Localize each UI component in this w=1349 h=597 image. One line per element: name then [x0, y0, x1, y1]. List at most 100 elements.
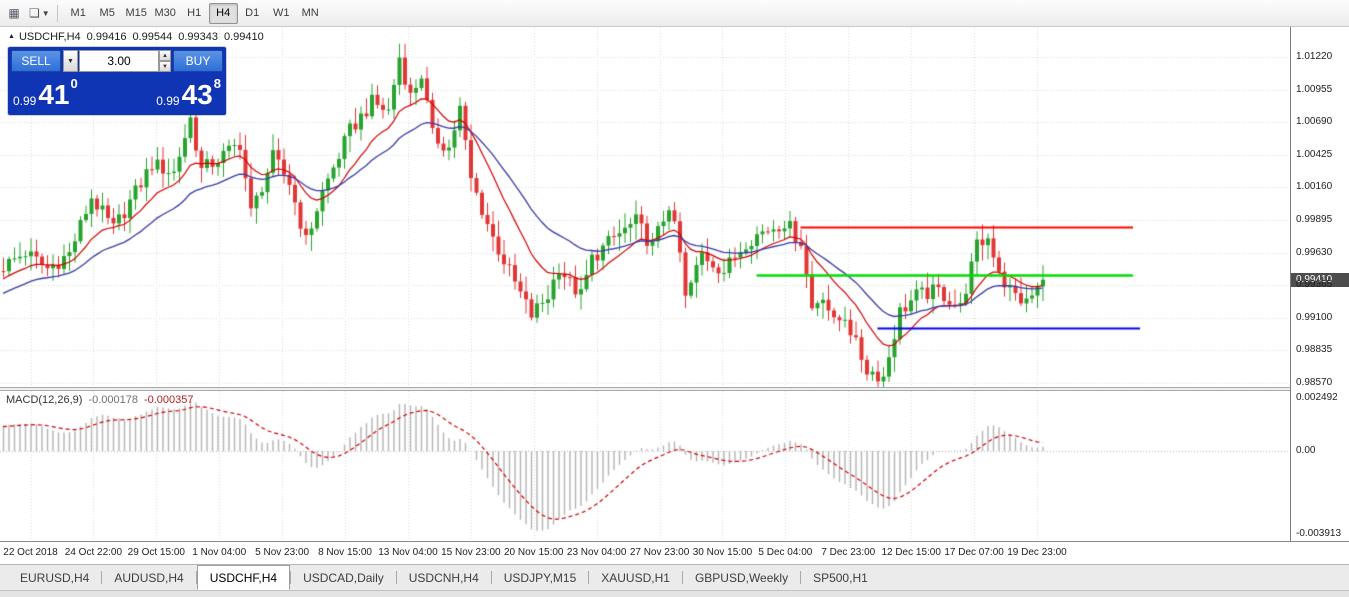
- tab-separator: [395, 571, 397, 584]
- volume-dropdown-button[interactable]: ▼: [63, 50, 78, 72]
- tf-button-m15[interactable]: M15: [125, 7, 147, 19]
- volume-input[interactable]: [79, 50, 159, 72]
- chart-tabs: EURUSD,H4 AUDUSD,H4 USDCHF,H4 USDCAD,Daily U…: [8, 565, 880, 590]
- volume-down-button[interactable]: ▼: [159, 61, 171, 72]
- macd-axis-label: 0.00: [1296, 445, 1316, 457]
- tab-eurusd-h4[interactable]: EURUSD,H4: [20, 570, 90, 585]
- pane-splitter[interactable]: [0, 387, 1290, 391]
- tf-button-h4[interactable]: H4: [208, 2, 238, 24]
- tab-xauusd-h1[interactable]: XAUUSD,H1: [601, 570, 670, 585]
- chart-tabbar: EURUSD,H4 AUDUSD,H4 USDCHF,H4 USDCAD,Daily U…: [0, 564, 1349, 590]
- bid-pipette: 0: [70, 76, 78, 91]
- chart-title: ▲ USDCHF,H4 0.99416 0.99544 0.99343 0.99410: [8, 31, 264, 43]
- macd-indicator-label: MACD(12,26,9) -0.000178 -0.000357: [6, 394, 194, 406]
- bid-prefix: 0.99: [13, 94, 37, 108]
- title-arrow-icon: ▲: [8, 33, 15, 40]
- chart-symbol: USDCHF,H4: [18, 31, 81, 43]
- tab-audusd-h4[interactable]: AUDUSD,H4: [114, 570, 184, 585]
- price-axis-label: 0.98570: [1296, 377, 1333, 389]
- time-axis-label: 15 Nov 23:00: [441, 547, 501, 558]
- time-axis-label: 19 Dec 23:00: [1007, 547, 1067, 558]
- current-price-badge: 0.99410: [1291, 272, 1349, 287]
- tab-gbpusd-weekly[interactable]: GBPUSD,Weekly: [694, 570, 789, 585]
- price-axis[interactable]: 0.99410 1.01220 1.00955 1.00690 1.00425 1.00…: [1290, 27, 1349, 541]
- ask-quote: 0.99 43 8: [156, 74, 221, 112]
- tab-usdcad-daily[interactable]: USDCAD,Daily: [303, 570, 384, 585]
- price-axis-label: 0.98835: [1296, 344, 1333, 356]
- macd-signal-value: -0.000357: [143, 394, 194, 406]
- tab-separator: [681, 571, 683, 584]
- tf-button-m1[interactable]: M1: [70, 7, 86, 19]
- time-axis-label: 30 Nov 15:00: [692, 547, 753, 558]
- tab-separator: [195, 571, 197, 584]
- tf-button-h1[interactable]: H1: [187, 7, 202, 19]
- ohlc-high: 0.99544: [132, 31, 173, 43]
- bid-big-digits: 41: [38, 79, 70, 110]
- time-axis-label: 22 Oct 2018: [3, 547, 58, 558]
- toolbar: ▦ ❏ ▼ M1 M5 M15 M30 H1 H4 D1 W1 MN: [0, 0, 1349, 27]
- status-strip: [0, 590, 1349, 597]
- tab-separator: [588, 571, 590, 584]
- sell-button[interactable]: SELL: [11, 50, 61, 72]
- volume-stepper: ▲ ▼: [159, 50, 171, 72]
- tab-usdchf-h4[interactable]: USDCHF,H4: [196, 565, 291, 590]
- ask-big-digits: 43: [181, 79, 213, 110]
- time-axis-label: 13 Nov 04:00: [378, 547, 438, 558]
- macd-axis-label: 0.002492: [1296, 392, 1338, 403]
- chevron-down-icon: ▼: [41, 8, 50, 18]
- new-chart-icon[interactable]: ▦: [8, 6, 20, 20]
- price-axis-label: 0.99895: [1296, 214, 1333, 226]
- time-axis-label: 5 Nov 23:00: [255, 547, 310, 558]
- ohlc-open: 0.99416: [86, 31, 127, 43]
- ohlc-close: 0.99410: [223, 31, 264, 43]
- time-axis-label: 17 Dec 07:00: [944, 547, 1004, 558]
- tab-separator: [101, 571, 103, 584]
- price-axis-label: 1.00955: [1296, 83, 1333, 95]
- ask-pipette: 8: [213, 76, 221, 91]
- price-axis-label: 0.99630: [1296, 246, 1333, 258]
- bid-quote: 0.99 41 0: [13, 74, 78, 112]
- macd-pane-canvas[interactable]: [0, 391, 1290, 541]
- tab-separator: [490, 571, 492, 584]
- quotes-row: 0.99 41 0 0.99 43 8: [11, 74, 223, 112]
- toolbar-separator: [56, 4, 58, 22]
- time-axis-label: 27 Nov 23:00: [629, 547, 690, 558]
- buy-button[interactable]: BUY: [173, 50, 223, 72]
- tf-button-m5[interactable]: M5: [99, 7, 115, 19]
- tf-button-w1[interactable]: W1: [272, 7, 290, 19]
- ask-prefix: 0.99: [156, 94, 180, 108]
- tab-separator: [290, 571, 292, 584]
- tab-usdcnh-h4[interactable]: USDCNH,H4: [408, 570, 479, 585]
- price-axis-label: 0.99365: [1296, 279, 1333, 291]
- tab-usdjpy-m15[interactable]: USDJPY,M15: [503, 570, 577, 585]
- trade-controls-row: SELL ▼ ▲ ▼ BUY: [11, 50, 223, 72]
- tab-separator: [800, 571, 802, 584]
- tf-button-m30[interactable]: M30: [154, 7, 176, 19]
- price-axis-label: 0.99100: [1296, 311, 1333, 323]
- ohlc-low: 0.99343: [178, 31, 218, 43]
- macd-name: MACD(12,26,9): [6, 394, 83, 406]
- volume-up-button[interactable]: ▲: [159, 50, 171, 61]
- time-axis-label: 23 Nov 04:00: [566, 547, 627, 558]
- price-axis-label: 1.00690: [1296, 116, 1333, 128]
- price-axis-label: 1.00425: [1296, 148, 1333, 160]
- macd-main-value: -0.000178: [88, 394, 138, 406]
- price-axis-label: 1.01220: [1296, 51, 1333, 63]
- price-axis-label: 1.00160: [1296, 181, 1333, 193]
- time-axis-label: 29 Oct 15:00: [127, 547, 185, 558]
- time-axis-label: 8 Nov 15:00: [318, 547, 372, 558]
- tf-button-d1[interactable]: D1: [245, 7, 260, 19]
- profiles-icon[interactable]: ❏ ▼: [29, 6, 50, 20]
- tf-button-mn[interactable]: MN: [301, 7, 319, 19]
- time-axis[interactable]: 22 Oct 2018 24 Oct 22:00 29 Oct 15:00 1 Nov…: [0, 541, 1349, 564]
- macd-axis-label: -0.003913: [1296, 528, 1342, 539]
- time-axis-label: 24 Oct 22:00: [64, 547, 123, 558]
- time-axis-label: 12 Dec 15:00: [881, 547, 941, 558]
- timeframe-group: M1 M5 M15 M30 H1 H4 D1 W1 MN: [64, 2, 325, 24]
- time-axis-label: 20 Nov 15:00: [504, 547, 564, 558]
- tab-sp500-h1[interactable]: SP500,H1: [813, 570, 868, 585]
- time-axis-label: 5 Dec 04:00: [758, 547, 813, 558]
- time-axis-label: 7 Dec 23:00: [821, 547, 876, 558]
- one-click-trading-widget: SELL ▼ ▲ ▼ BUY 0.99 41 0 0.99 43 8: [8, 47, 226, 115]
